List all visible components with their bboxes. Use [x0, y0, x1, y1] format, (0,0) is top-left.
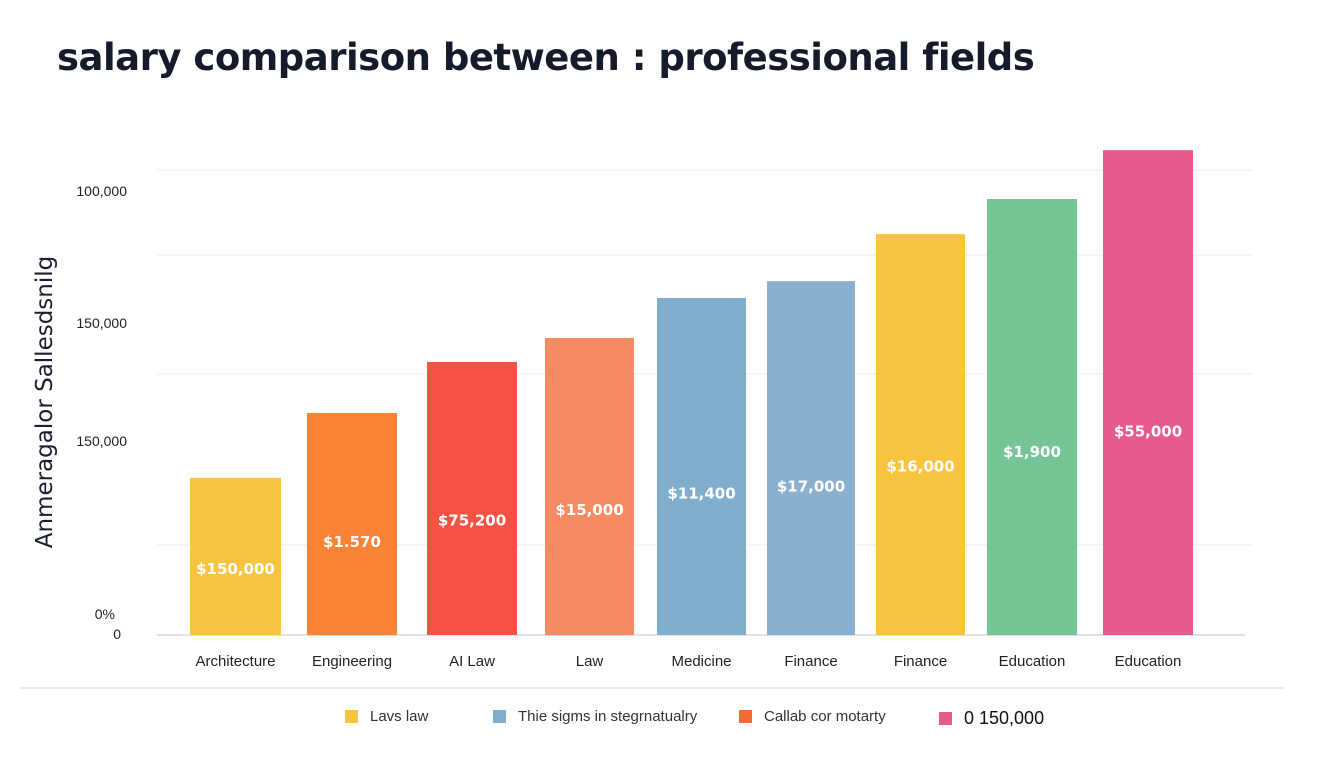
y-tick-label: 100,000 [76, 183, 127, 199]
legend-label: 0 150,000 [964, 708, 1045, 728]
bar [545, 337, 634, 635]
x-tick-label: Architecture [195, 653, 275, 670]
y-axis-title: Anmeragalor Sallesdsnilg [32, 256, 58, 549]
y-tick-label: 0 [113, 626, 121, 642]
data-label: $55,000 [1114, 422, 1182, 440]
legend-item-4: 0 150,000 [939, 708, 1044, 729]
legend-label: Thie sigms in stegrnatualry [518, 708, 698, 725]
x-tick-label: Education [1115, 653, 1182, 670]
x-tick-label: Law [576, 653, 604, 670]
data-label: $17,000 [777, 477, 845, 495]
bar [1103, 150, 1193, 636]
legend-label: Lavs law [370, 708, 429, 725]
legend-item-2: Thie sigms in stegrnatualry [493, 708, 697, 725]
data-label: $16,000 [886, 458, 954, 476]
bar [767, 281, 855, 635]
data-label: $75,200 [438, 511, 506, 529]
y-tick-label: 0% [95, 606, 115, 622]
bar [427, 361, 517, 635]
data-label: $1,900 [1003, 443, 1061, 461]
y-tick-label: 150,000 [76, 433, 127, 449]
legend-item-3: Callab cor motarty [739, 708, 886, 725]
x-tick-label: Finance [784, 653, 837, 670]
data-label: $1.570 [323, 533, 381, 551]
legend-swatch [739, 710, 752, 723]
bar [876, 234, 965, 635]
bar [190, 477, 281, 635]
x-tick-label: Medicine [671, 653, 731, 670]
legend-item-1: Lavs law [345, 708, 428, 725]
chart-title: salary comparison between : professional… [57, 36, 1035, 79]
data-label: $150,000 [196, 560, 275, 578]
data-label: $15,000 [555, 501, 623, 519]
legend-swatch [345, 710, 358, 723]
legend-swatch [493, 710, 506, 723]
bar [987, 198, 1077, 635]
legend-label: Callab cor motarty [764, 708, 886, 725]
bar [307, 413, 397, 635]
x-tick-label: Engineering [312, 653, 392, 670]
data-label: $11,400 [667, 484, 735, 502]
y-tick-label: 150,000 [76, 315, 127, 331]
x-tick-label: Education [999, 653, 1066, 670]
x-tick-label: Finance [894, 653, 947, 670]
bar [657, 298, 746, 635]
legend-swatch [939, 712, 952, 725]
x-tick-label: AI Law [449, 653, 495, 670]
